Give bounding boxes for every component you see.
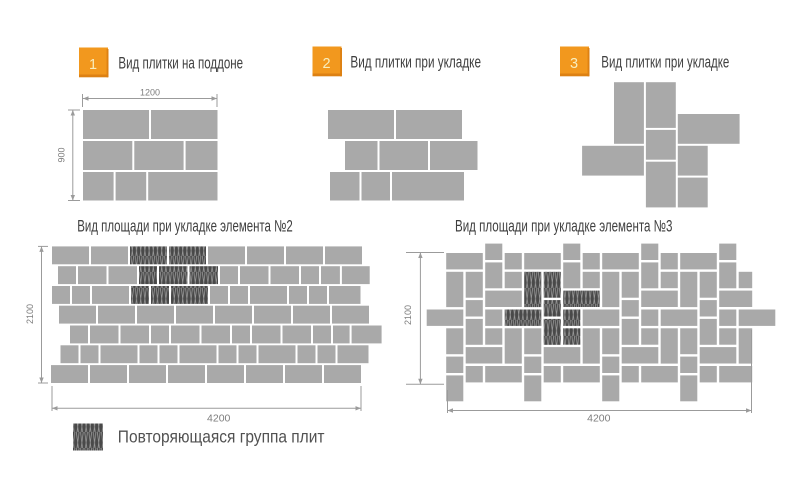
- svg-text:Вид плитки на поддоне: Вид плитки на поддоне: [118, 55, 243, 73]
- svg-text:Вид площади при укладке элемен: Вид площади при укладке элемента №3: [455, 218, 673, 236]
- svg-text:Повторяющаяся группа плит: Повторяющаяся группа плит: [118, 427, 325, 447]
- svg-text:Вид плитки при укладке: Вид плитки при укладке: [350, 54, 481, 72]
- svg-text:4200: 4200: [587, 413, 611, 425]
- svg-text:4200: 4200: [207, 412, 231, 424]
- svg-text:2100: 2100: [403, 305, 413, 325]
- svg-text:900: 900: [57, 147, 67, 162]
- svg-text:3: 3: [570, 56, 578, 72]
- svg-text:2: 2: [322, 56, 330, 72]
- svg-text:1200: 1200: [140, 88, 160, 98]
- svg-text:2100: 2100: [25, 304, 35, 324]
- svg-text:Вид площади при укладке элемен: Вид площади при укладке элемента №2: [77, 218, 293, 236]
- svg-text:1: 1: [89, 57, 97, 73]
- svg-text:Вид плитки при укладке: Вид плитки при укладке: [601, 54, 729, 72]
